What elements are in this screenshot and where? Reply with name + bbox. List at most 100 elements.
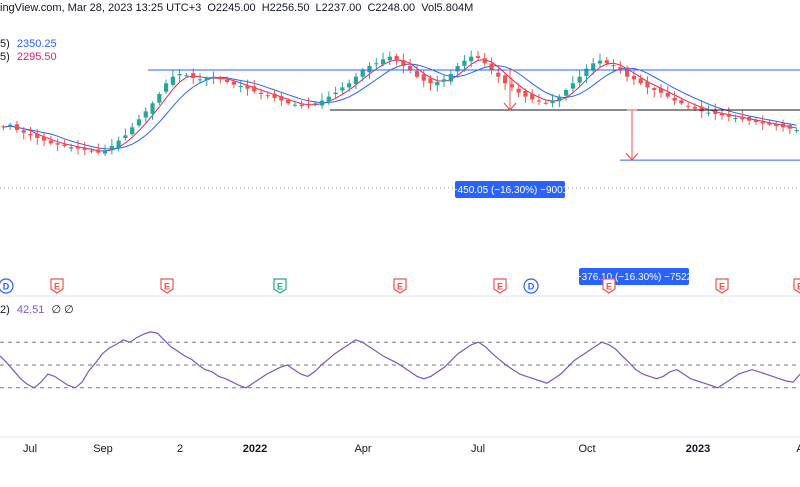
event-marker-label: E: [54, 282, 60, 292]
event-marker-earnings[interactable]: E: [160, 278, 174, 294]
x-tick-label: Sep: [93, 443, 113, 455]
event-marker-earnings[interactable]: E: [602, 278, 616, 294]
event-marker-label: E: [719, 282, 725, 292]
candle-body: [48, 140, 53, 144]
candle-body: [570, 83, 575, 89]
candle-body: [306, 104, 311, 106]
candle-body: [164, 83, 169, 92]
candle-body: [8, 124, 13, 127]
candle-body: [41, 136, 47, 141]
ma-fast-legend[interactable]: 5) 2350.25: [0, 38, 57, 50]
candle-body: [102, 150, 108, 154]
ohlc-low: L2237.00: [315, 2, 362, 14]
event-marker-dividend[interactable]: D: [0, 278, 14, 294]
candle-body: [387, 56, 392, 61]
x-tick-label: Oct: [578, 443, 595, 455]
rsi-value: 42.51: [16, 304, 45, 316]
ohlc-high: H2256.50: [261, 2, 310, 14]
candle-body: [455, 66, 460, 72]
candle-body: [347, 83, 352, 88]
candle-body: [326, 96, 331, 102]
earnings-icon: [273, 278, 287, 294]
x-tick-label: Jul: [23, 443, 37, 455]
event-marker-label: D: [528, 282, 535, 292]
event-marker-earnings[interactable]: E: [715, 278, 729, 294]
candle-body: [611, 65, 616, 67]
candle-body: [197, 79, 203, 81]
measure-arrowhead: [503, 102, 517, 111]
candle-body: [706, 112, 711, 114]
candle-body: [177, 74, 182, 76]
ma-slow-legend[interactable]: 5) 2295.50: [0, 51, 57, 63]
candle-body: [130, 127, 135, 135]
candle-body: [435, 82, 440, 86]
candle-body: [252, 86, 257, 92]
candle-body: [123, 135, 128, 139]
candle-body: [272, 93, 277, 98]
candle-body: [62, 144, 67, 146]
candle-body: [184, 75, 189, 77]
candle-body: [536, 100, 542, 102]
candle-body: [509, 84, 514, 88]
candle-body: [679, 100, 684, 104]
earnings-icon: [160, 278, 174, 294]
candle-body: [475, 56, 481, 58]
measure-badge-top: −450.05 (−16.30%) −9001: [452, 181, 569, 198]
event-marker-dividend[interactable]: D: [523, 278, 539, 294]
measure-badge-text: −450.05 (−16.30%) −9001: [452, 185, 569, 196]
candle-body: [699, 106, 704, 112]
candle-body: [414, 71, 420, 77]
event-marker-earnings[interactable]: E: [50, 278, 64, 294]
event-marker-earnings[interactable]: E: [393, 278, 407, 294]
candle-body: [713, 110, 718, 114]
event-marker-earnings[interactable]: E: [793, 278, 800, 294]
ohlc-open: O2245.00: [207, 2, 256, 14]
candle-body: [225, 79, 230, 82]
candle-body: [204, 78, 209, 81]
candle-body: [584, 68, 589, 77]
event-marker-earnings[interactable]: E: [273, 278, 287, 294]
candle-body: [726, 113, 731, 117]
candle-body: [543, 102, 548, 104]
candle-body: [577, 76, 582, 83]
measure-badge-bottom: −376.10 (−16.30%) −7522: [576, 268, 693, 285]
ma-fast-label: 5): [0, 38, 10, 50]
candle-body: [157, 94, 162, 103]
candle-body: [333, 92, 338, 95]
candle-body: [408, 65, 413, 70]
candle-body: [638, 78, 643, 84]
candle-body: [774, 124, 779, 126]
event-marker-label: E: [497, 282, 503, 292]
event-marker-earnings[interactable]: E: [493, 278, 507, 294]
candle-body: [96, 149, 101, 153]
event-marker-label: E: [277, 282, 283, 292]
candle-body: [421, 74, 426, 81]
candle-body: [374, 63, 379, 65]
candle-body: [340, 87, 345, 91]
candle-body: [645, 81, 650, 88]
measure-badge-text: −376.10 (−16.30%) −7522: [576, 272, 693, 283]
measure-arrow-top: [503, 69, 517, 111]
earnings-icon: [602, 278, 616, 294]
rsi-extra: ∅ ∅: [51, 304, 74, 316]
volume-readout: Vol5.804M: [421, 2, 474, 14]
source-label: ingView.com, Mar 28, 2023 13:25 UTC+3: [0, 2, 202, 14]
earnings-icon: [493, 278, 507, 294]
dividend-icon: [0, 278, 14, 294]
candle-body: [109, 146, 114, 151]
candle-body: [516, 88, 521, 93]
rsi-legend[interactable]: 2) 42.51 ∅ ∅: [0, 303, 74, 316]
candle-body: [1, 126, 6, 128]
candle-body: [760, 121, 765, 124]
candle-body: [75, 146, 81, 149]
candle-body: [631, 76, 636, 80]
candle-body: [35, 133, 40, 138]
candle-body: [136, 119, 142, 126]
candle-body: [89, 150, 94, 152]
candle-body: [292, 104, 298, 106]
candle-body: [794, 130, 799, 132]
candle-body: [82, 148, 87, 150]
candle-body: [733, 118, 738, 119]
candle-body: [489, 63, 494, 70]
